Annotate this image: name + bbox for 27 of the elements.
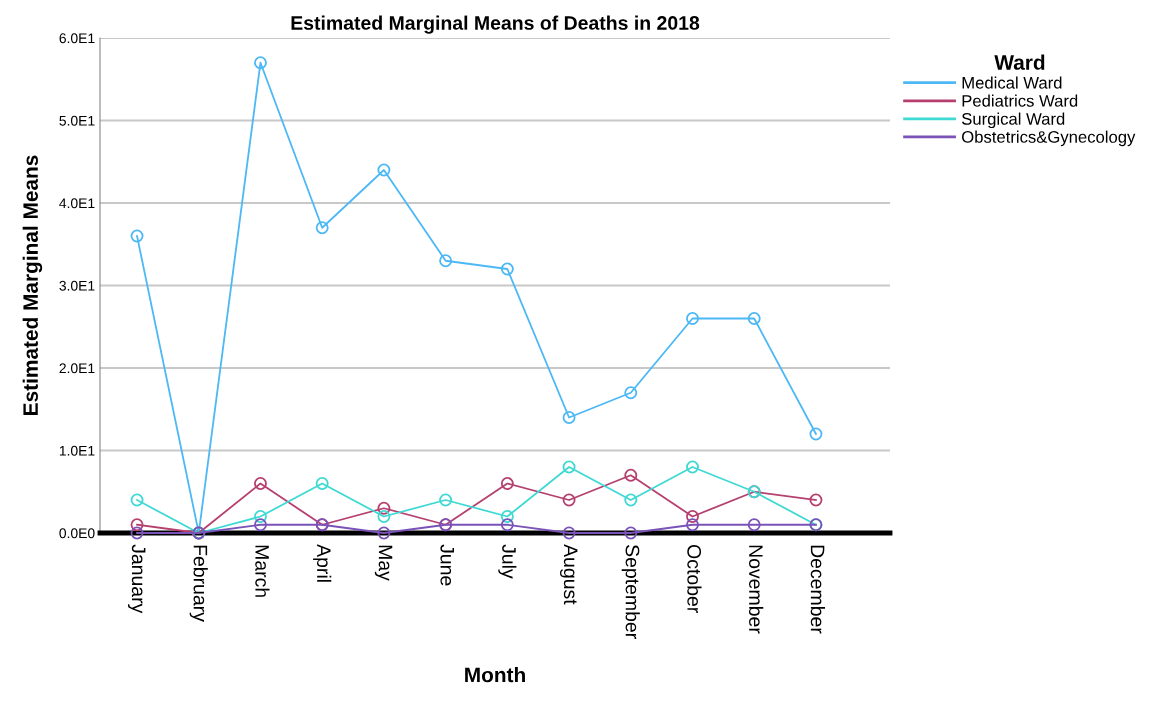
x-tick-label: February — [189, 545, 208, 622]
y-axis-title: Estimated Marginal Means — [22, 155, 43, 415]
x-tick-label: September — [621, 545, 640, 639]
legend-label: Obstetrics&Gynecology — [962, 130, 1136, 147]
y-tick-label: 0.0E0 — [59, 528, 95, 539]
legend-label: Surgical Ward — [961, 112, 1065, 129]
y-tick-label: 3.0E1 — [59, 280, 95, 291]
x-tick-label: November — [749, 545, 764, 634]
x-tick-label: January — [127, 544, 146, 614]
legend-title: Ward — [994, 54, 1045, 70]
y-tick-label: 1.0E1 — [59, 445, 95, 456]
chart-title: Estimated Marginal Means of Deaths in 2018 — [291, 15, 700, 34]
x-tick-label: October — [687, 545, 702, 613]
x-tick-label: June — [440, 544, 454, 586]
x-tick-label: August — [560, 544, 578, 605]
y-tick-label: 2.0E1 — [59, 363, 95, 374]
x-tick-label: March — [255, 545, 270, 597]
x-tick-label: May — [374, 545, 393, 581]
x-tick-label: July — [498, 544, 517, 579]
y-tick-label: 4.0E1 — [59, 198, 95, 209]
x-tick-label: April — [313, 544, 332, 582]
legend-label: Medical Ward — [962, 76, 1062, 89]
x-axis-title: Month — [465, 667, 525, 683]
legend-label: Pediatrics Ward — [962, 94, 1078, 107]
x-tick-label: December — [810, 545, 825, 634]
y-tick-label: 6.0E1 — [59, 33, 95, 44]
y-tick-label: 5.0E1 — [59, 115, 95, 126]
